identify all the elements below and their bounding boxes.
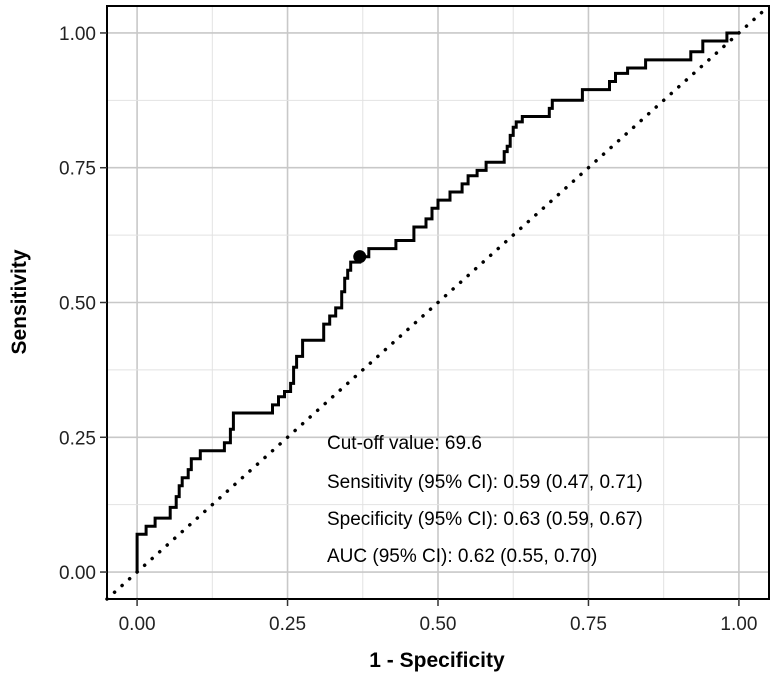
y-tick-label: 0.50 [59, 294, 96, 315]
y-axis-title: Sensitivity [8, 249, 31, 354]
y-tick-label: 0.25 [59, 428, 96, 449]
x-axis-title: 1 - Specificity [369, 649, 505, 672]
annotation-block: Cut-off value: 69.6 Sensitivity (95% CI)… [327, 433, 643, 567]
annotation-specificity: Specificity (95% CI): 0.63 (0.59, 0.67) [327, 509, 643, 530]
annotation-cutoff: Cut-off value: 69.6 [327, 433, 482, 454]
annotation-auc: AUC (95% CI): 0.62 (0.55, 0.70) [327, 546, 597, 567]
x-tick-label: 0.75 [570, 614, 607, 635]
y-tick-label: 1.00 [59, 24, 96, 45]
x-tick-label: 1.00 [720, 614, 757, 635]
diagonal-reference-line [105, 4, 771, 601]
y-tick-label: 0.75 [59, 159, 96, 180]
cutoff-marker-layer [353, 250, 367, 264]
x-tick-label: 0.50 [420, 614, 457, 635]
cutoff-point [353, 250, 367, 264]
x-tick-label: 0.25 [269, 614, 306, 635]
y-axis-ticks: 0.00 0.25 0.50 0.75 1.00 [59, 24, 107, 584]
reference-line [105, 4, 771, 601]
x-axis-ticks: 0.00 0.25 0.50 0.75 1.00 [119, 599, 757, 635]
x-tick-label: 0.00 [119, 614, 156, 635]
y-tick-label: 0.00 [59, 563, 96, 584]
annotation-sensitivity: Sensitivity (95% CI): 0.59 (0.47, 0.71) [327, 472, 643, 493]
